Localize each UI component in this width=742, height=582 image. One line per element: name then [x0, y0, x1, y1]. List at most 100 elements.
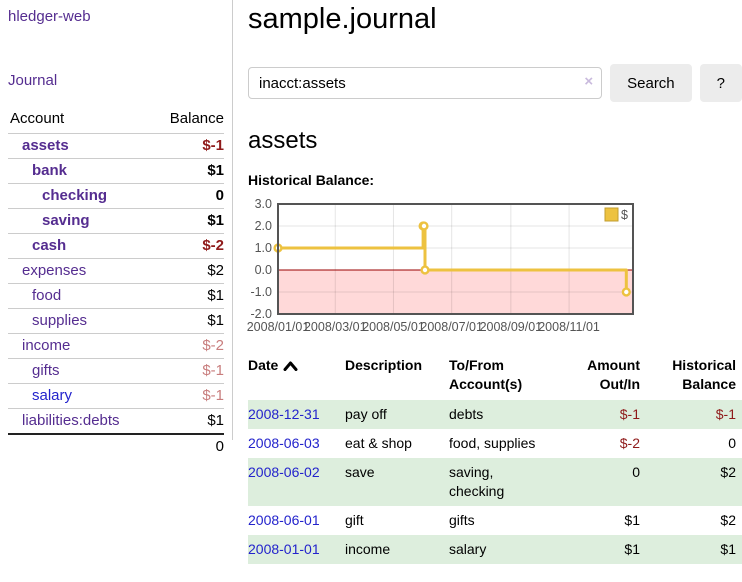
account-row: liabilities:debts $1 [8, 408, 224, 435]
account-balance: $-1 [202, 362, 224, 379]
sidebar-account-cash[interactable]: cash [32, 237, 67, 254]
account-row: saving $1 [8, 208, 224, 234]
legend-label: $ [621, 208, 628, 222]
y-axis-label: -2.0 [250, 307, 272, 321]
account-balance: $2 [207, 262, 224, 279]
y-axis-label: 0.0 [255, 263, 272, 277]
transaction-date-link[interactable]: 2008-06-02 [248, 464, 320, 480]
plot-border [277, 203, 634, 315]
account-name-cell: salary [8, 384, 152, 409]
account-row: assets $-1 [8, 133, 224, 159]
search-input[interactable] [248, 67, 603, 99]
transaction-description: save [345, 464, 375, 480]
account-row: supplies $1 [8, 308, 224, 334]
account-balance: $1 [207, 287, 224, 304]
sidebar-account-supplies[interactable]: supplies [32, 312, 88, 329]
account-row: cash $-2 [8, 233, 224, 259]
x-axis-label: 2008/11/01 [538, 320, 600, 334]
account-name-cell: liabilities:debts [8, 409, 152, 435]
transaction-description: eat & shop [345, 435, 412, 451]
transaction-amount: $-2 [619, 435, 640, 451]
sidebar-account-assets[interactable]: assets [22, 137, 69, 154]
sidebar-account-gifts[interactable]: gifts [32, 362, 60, 379]
transaction-date-cell: 2008-12-31 [248, 400, 345, 429]
sidebar-item-journal[interactable]: Journal [8, 72, 58, 89]
register-header-amount: Amount Out/In [587, 357, 640, 392]
search-bar: × Search ? [248, 64, 742, 102]
sidebar-account-salary[interactable]: salary [32, 387, 73, 404]
clear-search-icon[interactable]: × [584, 73, 594, 90]
account-row: gifts $-1 [8, 358, 224, 384]
transaction-description: income [345, 541, 391, 557]
account-balance: $-2 [202, 237, 224, 254]
transaction-balance: $1 [720, 541, 736, 557]
transaction-date-link[interactable]: 2008-12-31 [248, 406, 320, 422]
transaction-accounts: salary [449, 541, 487, 557]
transaction-date-cell: 2008-01-01 [248, 535, 345, 564]
transaction-amount: $-1 [619, 406, 640, 422]
account-name-cell: cash [8, 234, 152, 259]
account-name-cell: food [8, 284, 152, 309]
x-axis-label: 2008/09/01 [480, 320, 543, 334]
accounts-header-row: Account Balance [8, 108, 224, 134]
transaction-date-cell: 2008-06-01 [248, 506, 345, 535]
transaction-date-link[interactable]: 2008-01-01 [248, 541, 320, 557]
sidebar-account-saving[interactable]: saving [42, 212, 90, 229]
app-title-link[interactable]: hledger-web [8, 8, 91, 25]
account-name-cell: income [8, 334, 152, 359]
transaction-accounts: gifts [449, 512, 475, 528]
register-header-date[interactable]: Date [248, 354, 345, 400]
sidebar-account-income[interactable]: income [22, 337, 71, 354]
account-heading: assets [248, 127, 318, 154]
historical-balance-chart[interactable]: 3.0 2.0 1.0 0.0 -1.0 -2.02008/01/012008/03/01… [247, 197, 642, 338]
account-balance: $-1 [202, 137, 224, 154]
data-point [419, 221, 429, 231]
account-name-cell: assets [8, 134, 152, 159]
transaction-row[interactable]: 2008-12-31 pay off debts $-1 $-1 [248, 400, 742, 429]
x-axis-label: 2008/05/01 [362, 320, 425, 334]
account-balance: $1 [207, 212, 224, 229]
account-row: bank $1 [8, 158, 224, 184]
help-button[interactable]: ? [699, 64, 742, 102]
transaction-accounts: saving, checking [449, 464, 505, 499]
register-header-balance: Historical Balance [672, 357, 736, 392]
transaction-amount: $1 [624, 512, 640, 528]
sidebar-account-bank[interactable]: bank [32, 162, 68, 179]
account-row: food $1 [8, 283, 224, 309]
register-header-account: To/From Account(s) [449, 357, 523, 392]
transaction-date-link[interactable]: 2008-06-03 [248, 435, 320, 451]
sidebar-account-expenses[interactable]: expenses [22, 262, 87, 279]
page-title: sample.journal [248, 3, 437, 35]
transaction-date-cell: 2008-06-03 [248, 429, 345, 458]
accounts-header-balance: Balance [169, 110, 224, 127]
transaction-row[interactable]: 2008-06-01 gift gifts $1 $2 [248, 506, 742, 535]
account-balance: $1 [207, 312, 224, 329]
account-name-cell: gifts [8, 359, 152, 384]
sidebar-account-food[interactable]: food [32, 287, 62, 304]
chart-title: Historical Balance: [248, 172, 375, 188]
transaction-date-cell: 2008-06-02 [248, 458, 345, 506]
register-header-description: Description [345, 357, 423, 373]
register-table: Date Description To/From Account(s) Amou… [248, 354, 742, 564]
account-name-cell: checking [8, 184, 152, 209]
negative-region [278, 270, 633, 314]
account-row: checking 0 [8, 183, 224, 209]
transaction-description: pay off [345, 406, 387, 422]
account-name-cell: bank [8, 159, 152, 184]
transaction-row[interactable]: 2008-06-03 eat & shop food, supplies $-2 0 [248, 429, 742, 458]
transaction-date-link[interactable]: 2008-06-01 [248, 512, 320, 528]
sidebar-account-liabilities-debts[interactable]: liabilities:debts [22, 412, 120, 429]
transaction-row[interactable]: 2008-06-02 save saving, checking 0 $2 [248, 458, 742, 506]
transaction-amount: $1 [624, 541, 640, 557]
account-name-cell: saving [8, 209, 152, 234]
transaction-accounts: debts [449, 406, 484, 422]
sidebar-account-checking[interactable]: checking [42, 187, 108, 204]
search-button[interactable]: Search [610, 64, 692, 102]
account-balance: $1 [207, 162, 224, 179]
transaction-row[interactable]: 2008-01-01 income salary $1 $1 [248, 535, 742, 564]
sidebar: hledger-web Journal Account Balance asse… [0, 0, 233, 455]
transaction-description: gift [345, 512, 364, 528]
transaction-accounts: food, supplies [449, 435, 536, 451]
accounts-header-account: Account [10, 110, 65, 127]
account-balance: $-2 [202, 337, 224, 354]
